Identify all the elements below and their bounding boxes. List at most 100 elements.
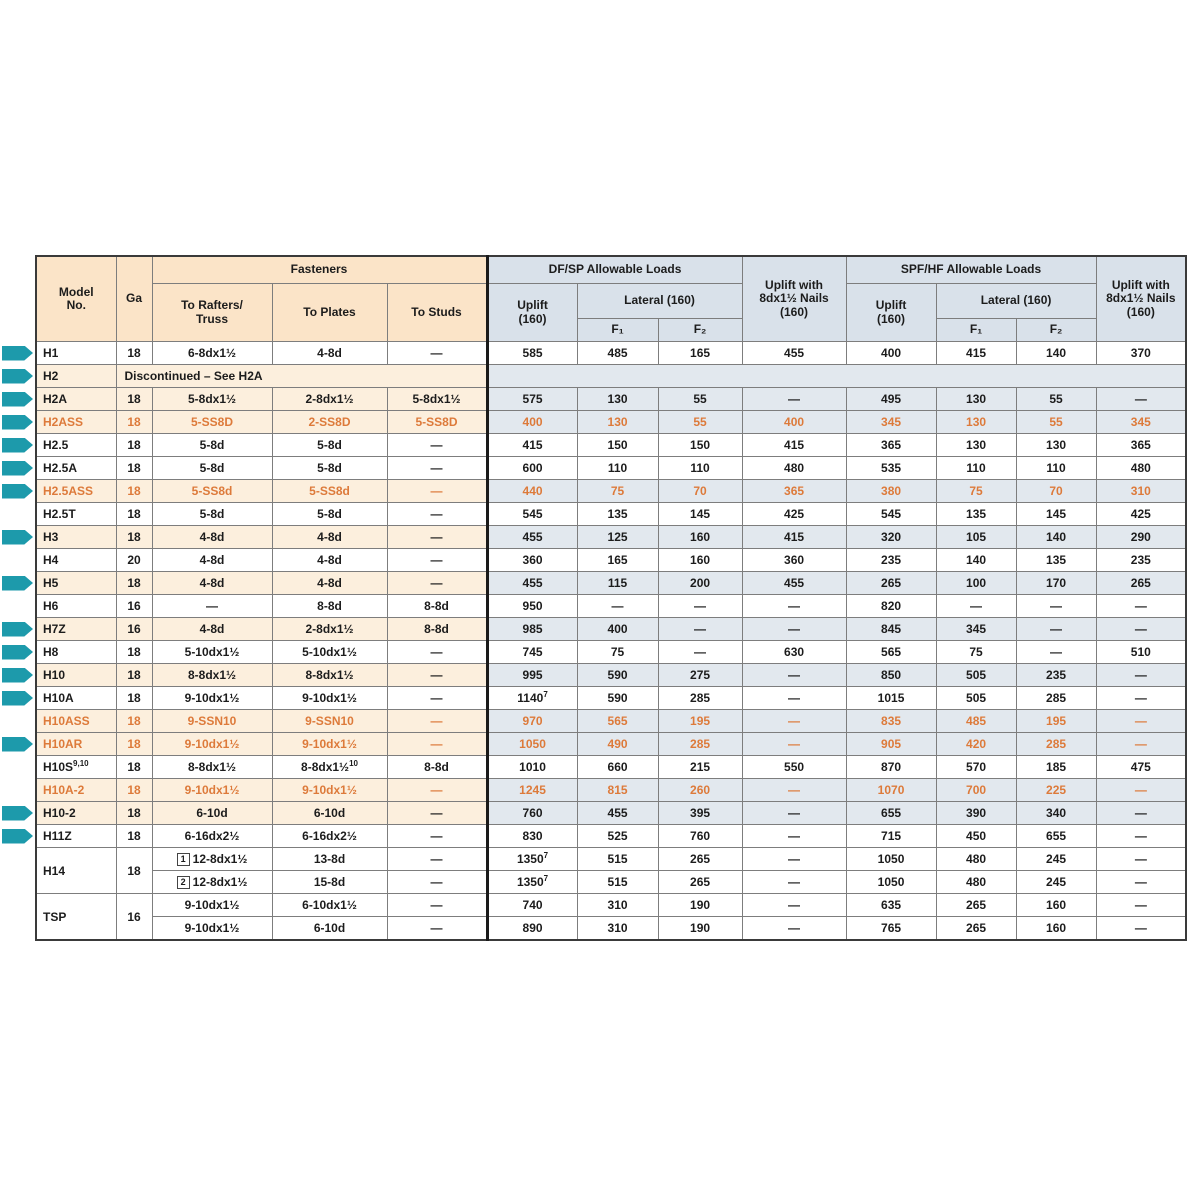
load-cell: 630	[741, 640, 847, 664]
model-cell: H2.5ASS	[35, 479, 117, 503]
load-cell: 70	[1015, 479, 1097, 503]
load-cell: 360	[741, 548, 847, 572]
load-cell: 390	[935, 801, 1017, 825]
fastener-cell: 5-8dx1½	[386, 387, 488, 411]
load-cell: 160	[657, 548, 743, 572]
header-row-groups: Model No. Ga Fasteners DF/SP Allowable L…	[35, 255, 1187, 342]
load-cell: 140	[935, 548, 1017, 572]
fastener-cell: —	[151, 594, 273, 618]
fastener-cell: 2 12-8dx1½	[151, 870, 273, 894]
load-cell: —	[741, 709, 847, 733]
load-cell: 265	[657, 847, 743, 871]
load-cell: 110	[935, 456, 1017, 480]
fastener-cell: —	[386, 778, 488, 802]
fastener-cell: 5-8d	[271, 456, 388, 480]
load-cell: 400	[741, 410, 847, 434]
load-cell: —	[657, 617, 743, 641]
ga-cell: 18	[115, 571, 153, 595]
fastener-cell: 4-8d	[151, 525, 273, 549]
load-cell: 110	[1015, 456, 1097, 480]
load-cell: 485	[935, 709, 1017, 733]
fastener-cell: 15-8d	[271, 870, 388, 894]
row-marker-arrow	[2, 414, 33, 430]
fastener-cell: —	[386, 571, 488, 595]
row-marker-arrow	[2, 483, 33, 499]
table-row: H2.5 18 5-8d 5-8d —415 150 150 415 365 130 130 365	[35, 433, 1187, 457]
fastener-cell: 9-SSN10	[271, 709, 388, 733]
load-cell: —	[935, 594, 1017, 618]
load-cell: 480	[1095, 456, 1187, 480]
table-row: H2.5ASS 18 5-SS8d 5-SS8d —440 75 70 365 380 75 70 3…	[35, 479, 1187, 503]
col-header-to-plates: To Plates	[271, 283, 388, 342]
load-cell: 415	[741, 433, 847, 457]
load-cell: 485	[576, 341, 659, 365]
load-cell: 495	[845, 387, 937, 411]
load-cell: 260	[657, 778, 743, 802]
load-cell: —	[741, 778, 847, 802]
load-cell: 130	[576, 410, 659, 434]
load-cell: 275	[657, 663, 743, 687]
fastener-cell: 6-10d	[271, 801, 388, 825]
load-cell: 170	[1015, 571, 1097, 595]
load-cell: —	[1095, 847, 1187, 871]
model-cell: H3	[35, 525, 117, 549]
fastener-cell: —	[386, 433, 488, 457]
model-cell: TSP	[35, 893, 117, 941]
load-cell: 140	[1015, 341, 1097, 365]
ga-cell: 16	[115, 617, 153, 641]
col-header-uplift-nails-spfhf: Uplift with 8dx1½ Nails (160)	[1095, 255, 1187, 342]
load-cell: 130	[576, 387, 659, 411]
model-cell: H2.5A	[35, 456, 117, 480]
load-cell: 130	[1015, 433, 1097, 457]
load-cell: 1010	[485, 755, 578, 779]
load-cell: —	[1015, 640, 1097, 664]
col-group-fasteners: Fasteners	[151, 255, 488, 284]
load-cell: 970	[485, 709, 578, 733]
model-cell: H6	[35, 594, 117, 618]
fastener-cell: —	[386, 663, 488, 687]
load-cell: 455	[576, 801, 659, 825]
table-row: H14 18 1 12-8dx1½ 13-8d —13507 515 265—1050 480 2…	[35, 847, 1187, 894]
load-cell: 135	[1015, 548, 1097, 572]
fastener-cell: 5-8d	[151, 502, 273, 526]
load-cell: 160	[1015, 893, 1097, 917]
ga-cell: 18	[115, 732, 153, 756]
load-cell: 455	[485, 571, 578, 595]
load-cell: —	[1095, 594, 1187, 618]
load-cell: 545	[845, 502, 937, 526]
load-cell: 165	[657, 341, 743, 365]
load-cell: 190	[657, 916, 743, 941]
load-cell: 765	[845, 916, 937, 941]
load-cell: 130	[935, 433, 1017, 457]
col-header-uplift-nails-dfsp: Uplift with 8dx1½ Nails (160)	[741, 255, 847, 342]
model-cell: H4	[35, 548, 117, 572]
fastener-cell: 4-8d	[151, 617, 273, 641]
load-cell: 310	[576, 893, 659, 917]
table-row: H10A-2 18 9-10dx1½ 9-10dx1½ —1245 815 260—1070…	[35, 778, 1187, 802]
load-cell: 415	[485, 433, 578, 457]
load-cell: —	[1095, 617, 1187, 641]
load-cell: 845	[845, 617, 937, 641]
load-cell: —	[576, 594, 659, 618]
load-cell: 745	[485, 640, 578, 664]
fastener-cell: —	[386, 824, 488, 848]
load-cell: 135	[576, 502, 659, 526]
load-cell: 195	[657, 709, 743, 733]
row-marker-arrow	[2, 621, 33, 637]
load-cell: 505	[935, 663, 1017, 687]
ga-cell: 16	[115, 893, 153, 941]
load-cell: 125	[576, 525, 659, 549]
col-group-lateral-spfhf: Lateral (160)	[935, 283, 1097, 319]
model-cell: H2.5T	[35, 502, 117, 526]
row-marker-arrow	[2, 575, 33, 591]
header-row-f: F₁ F₂ F₁ F₂	[36, 318, 1186, 342]
load-cell: —	[1095, 387, 1187, 411]
fastener-cell: 4-8d	[271, 548, 388, 572]
load-cell: 365	[845, 433, 937, 457]
fastener-cell: —	[386, 686, 488, 710]
fastener-cell: 8-8d	[386, 617, 488, 641]
fastener-cell: 9-10dx1½	[151, 686, 273, 710]
model-cell: H10-2	[35, 801, 117, 825]
ga-cell: 20	[115, 548, 153, 572]
